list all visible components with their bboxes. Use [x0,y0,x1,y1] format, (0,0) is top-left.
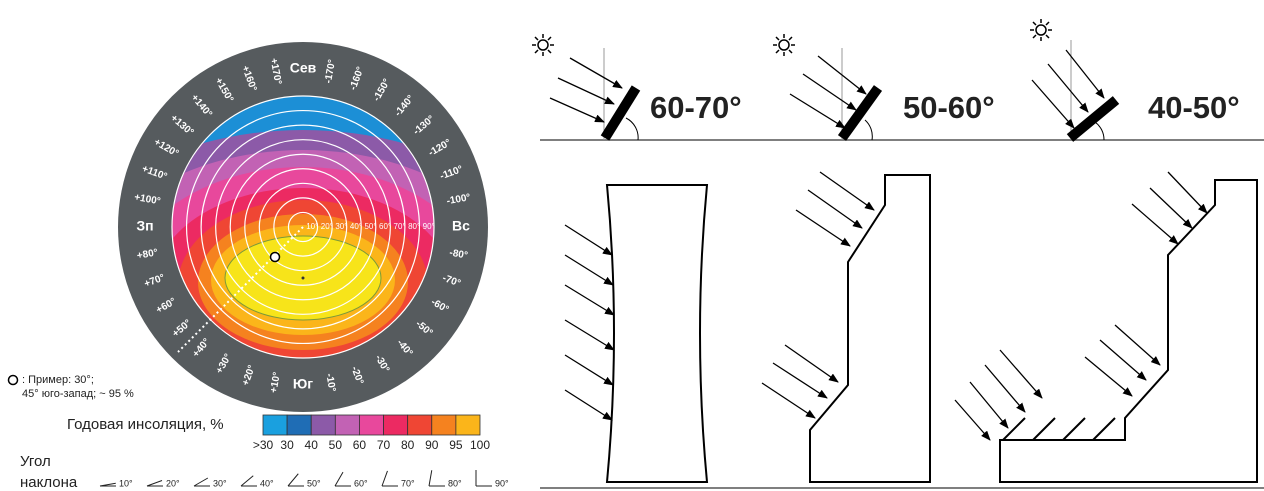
angle-range: 40-50° [1148,90,1240,125]
legend-swatch [287,415,311,435]
tilt-label: 60° [354,478,368,488]
tilt-title: наклона [20,474,78,491]
elevation-label: 20° [321,222,333,231]
tilt-icon [335,472,351,486]
tilt-title: Угол [20,453,51,470]
insolation-zones [43,96,563,470]
legend-swatch [263,415,287,435]
tilt-label: 80° [448,478,462,488]
legend-swatch [359,415,383,435]
tilt-icon [147,481,163,486]
tilt-icon [288,474,304,486]
sun-chart: Юг+10°+20°+30°+40°+50°+60°+70°+80°Зп+100… [43,42,563,470]
angle-range: 50-60° [903,90,995,125]
legend-label: 40 [305,438,319,452]
tilt-label: 30° [213,478,227,488]
legend: >30 30 40 50 60 70 80 90 95 100 [253,415,491,452]
legend-swatch [408,415,432,435]
roof-profiles [540,172,1264,488]
legend-title: Годовая инсоляция, % [67,416,224,433]
tilt-icon [476,470,492,486]
legend-label: 90 [425,438,439,452]
legend-label: 50 [329,438,343,452]
example-text: 45° юго-запад; ~ 95 % [22,388,134,400]
legend-label: 80 [401,438,415,452]
diagram: Юг+10°+20°+30°+40°+50°+60°+70°+80°Зп+100… [0,0,1264,491]
tilt-icon [241,476,257,486]
example-point [271,253,280,262]
legend-swatch [432,415,456,435]
legend-label: 100 [470,438,490,452]
legend-swatch [384,415,408,435]
tilt-label: 40° [260,478,274,488]
tilt-icon [429,470,445,486]
legend-label: 95 [449,438,463,452]
legend-label: 60 [353,438,367,452]
elevation-label: 50° [364,222,376,231]
elevation-label: 30° [335,222,347,231]
tilt-label: 20° [166,478,180,488]
elevation-label: 90° [423,222,435,231]
legend-label: 70 [377,438,391,452]
elevation-label: 70° [394,222,406,231]
tilt-label: 90° [495,478,509,488]
legend-swatch [456,415,480,435]
cardinal-label: Сев [290,60,317,76]
legend-swatch [335,415,359,435]
legend-swatch [311,415,335,435]
elevation-label: 10° [306,222,318,231]
cardinal-label: Зп [136,218,153,234]
tilt-label: 10° [119,478,133,488]
legend-label: >30 [253,438,274,452]
tilt-label: 50° [307,478,321,488]
tilt-icon [194,478,210,486]
cardinal-label: Юг [293,376,313,392]
example-text: : Пример: 30°; [22,374,94,386]
tilt-icon [382,471,398,486]
tilt-icons: 10° 20° 30° 40° 50° 60° 70° 80° 90° [100,470,509,488]
example-marker [9,376,18,385]
elevation-label: 60° [379,222,391,231]
legend-label: 30 [280,438,294,452]
elevation-label: 40° [350,222,362,231]
panel-illustrations: 60-70° 50-60° 40-50° [532,19,1264,140]
tilt-icon [100,483,116,486]
cardinal-label: Вс [452,218,470,234]
angle-range: 60-70° [650,90,742,125]
elevation-label: 80° [408,222,420,231]
tilt-label: 70° [401,478,415,488]
